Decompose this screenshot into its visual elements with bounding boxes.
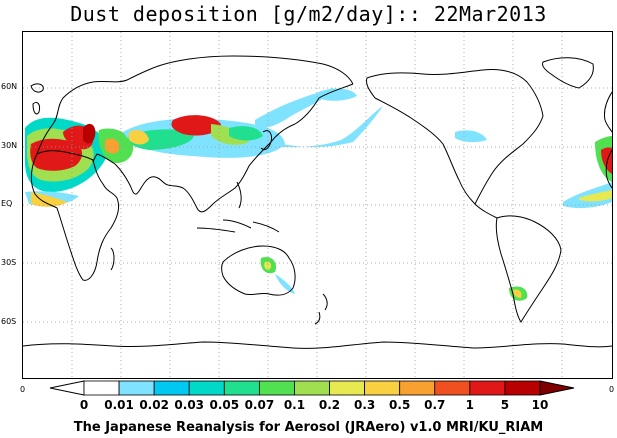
colorbar-box (504, 380, 541, 396)
dust-trail-pacific-2 (267, 106, 383, 148)
dust-spot-atlantic-us (455, 130, 487, 143)
colorbar-box (258, 380, 295, 396)
dust-core-gobi (171, 115, 221, 136)
coast-africa (30, 150, 120, 281)
coast-australia (221, 245, 296, 296)
dust-plume-korea (229, 126, 263, 141)
colorbar-over-triangle (539, 380, 575, 396)
coast-newzealand (314, 293, 328, 325)
coast-arabia (92, 153, 116, 165)
colorbar-boxes (49, 380, 575, 396)
colorbar-box (153, 380, 190, 396)
coast-antarctica (23, 341, 612, 349)
dust-spot-australia-core (264, 261, 272, 270)
dust-trail-tasman (275, 274, 295, 294)
world-map (23, 32, 612, 378)
colorbar-box (469, 380, 506, 396)
dust-core-arabia (83, 123, 96, 144)
colorbar-tick-label: 1 (465, 398, 475, 412)
coast-greenland (542, 57, 594, 89)
coast-indonesia (196, 219, 280, 233)
edge-label-right: 0 (609, 385, 615, 394)
coast-iceland (30, 83, 44, 93)
lat-label-30s: 30S (1, 258, 17, 267)
lat-label-60n: 60N (1, 82, 18, 91)
graticule (23, 32, 612, 378)
dust-spot-bering (319, 88, 357, 101)
footer-credit: The Japanese Reanalysis for Aerosol (JRA… (73, 420, 544, 435)
coast-kamchatka (294, 83, 354, 125)
colorbar-box (329, 380, 366, 396)
colorbar-tick-label: 5 (500, 398, 510, 412)
colorbar-box (399, 380, 436, 396)
edge-label-left: 0 (20, 385, 26, 394)
coast-northamerica (366, 69, 544, 205)
colorbar-box (188, 380, 225, 396)
colorbar-tick-label: 0.05 (209, 398, 240, 412)
colorbar-tick-label: 0.2 (318, 398, 341, 412)
colorbar-box (364, 380, 401, 396)
coast-madagascar (110, 247, 115, 271)
lat-label-eq: EQ (1, 199, 13, 208)
coast-centralamerica (474, 203, 498, 219)
dust-trail-pacific-1 (255, 88, 334, 129)
lat-label-60s: 60S (1, 317, 17, 326)
lat-label-30n: 30N (1, 141, 18, 150)
colorbar-tick-label: 0.02 (139, 398, 169, 412)
colorbar-box (118, 380, 155, 396)
colorbar-tick-label: 0.03 (174, 398, 205, 412)
map-panel (22, 31, 613, 379)
colorbar-box (223, 380, 260, 396)
coastlines (23, 55, 612, 349)
coast-japan (260, 130, 272, 151)
dust-field (25, 88, 612, 301)
colorbar-tick-label: 0.5 (389, 398, 411, 412)
colorbar-under-triangle (49, 380, 85, 396)
coast-asia-north (152, 55, 354, 85)
coast-indochina (114, 163, 214, 213)
map-title: Dust deposition [g/m2/day]:: 22Mar2013 (70, 2, 547, 26)
dust-spot-persian (105, 138, 120, 154)
colorbar-box (294, 380, 330, 396)
dust-plume-westafrica (31, 192, 67, 207)
coast-westafrica-right (605, 149, 612, 189)
colorbar-tick-label: 0.1 (283, 398, 306, 412)
colorbar-labels: 0 0.01 0.02 0.03 0.05 0.07 0.1 0.2 0.3 0.5 0.7 1 5 10 (0, 398, 617, 412)
colorbar-tick-label: 0.7 (424, 398, 446, 412)
colorbar-tick-label: 10 (531, 398, 549, 412)
colorbar-tick-label: 0.3 (353, 398, 376, 412)
dust-plume-taklimakan (129, 130, 149, 145)
colorbar-box (434, 380, 471, 396)
dust-plume-caribbean-core (579, 190, 612, 202)
colorbar-box (83, 380, 120, 396)
coast-europe-right (604, 91, 612, 133)
colorbar (49, 380, 575, 396)
coast-southamerica (495, 215, 562, 323)
coast-europe (36, 67, 154, 155)
coast-philippines (236, 181, 242, 209)
coast-uk (32, 101, 40, 115)
dust-spot-patagonia-core (513, 289, 522, 298)
colorbar-tick-label: 0 (79, 398, 89, 412)
colorbar-tick-label: 0.07 (244, 398, 275, 412)
colorbar-tick-label: 0.01 (104, 398, 134, 412)
coast-eastasia (212, 123, 296, 205)
dust-plume-caribbean (563, 182, 612, 209)
